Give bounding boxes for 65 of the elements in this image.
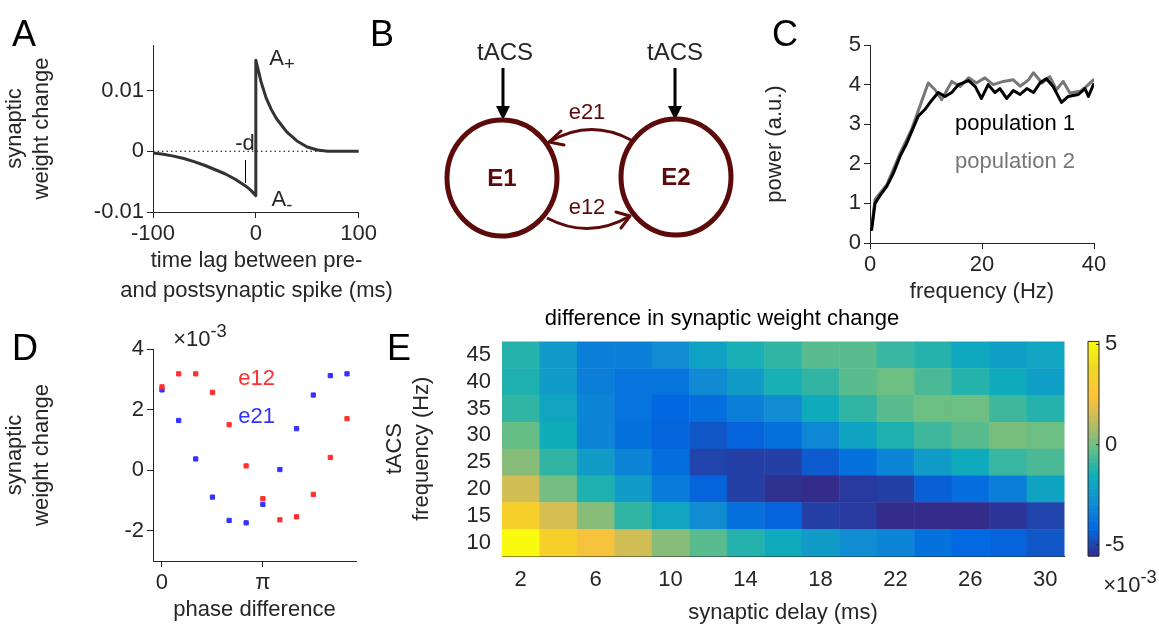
text: tACS xyxy=(476,38,534,65)
x-axis-title: frequency (Hz) xyxy=(908,277,1056,305)
y-axis-title: synaptic weight change xyxy=(1,57,53,201)
x-tick-label: 10 xyxy=(658,566,683,592)
x-tick-label: 2 xyxy=(514,566,527,592)
y-tick-label: 35 xyxy=(466,394,491,420)
text: E2 xyxy=(661,163,691,190)
x-tick-label: 40 xyxy=(1081,251,1107,277)
text: e21 xyxy=(568,99,606,124)
y-tick-label: 4 xyxy=(848,70,861,96)
x-axis-title: synaptic delay (ms) xyxy=(688,598,878,624)
y-tick-label: 4 xyxy=(131,335,144,361)
y-tick-label: 0 xyxy=(131,137,144,163)
annotation: A$_{-}$ xyxy=(271,185,293,216)
x-tick-label: π xyxy=(255,569,271,595)
x-tick-label: 0 xyxy=(155,569,169,595)
y-tick-label: 3 xyxy=(848,110,861,136)
y-tick-label: -2 xyxy=(124,516,144,542)
series-label: e21 xyxy=(238,402,275,428)
x-tick-label: 6 xyxy=(589,566,602,592)
y-tick-label: 40 xyxy=(466,367,491,393)
x-tick-label: 0 xyxy=(249,220,262,246)
x-tick-label: 26 xyxy=(958,566,983,592)
y-tick-label: 0.01 xyxy=(101,76,144,102)
series-label: e12 xyxy=(238,364,275,390)
text: E xyxy=(387,327,412,368)
y-tick-label: 20 xyxy=(466,475,491,500)
annotation: -d xyxy=(235,130,255,155)
x-tick-label: 20 xyxy=(969,251,995,277)
y-tick-label: 2 xyxy=(131,395,144,421)
x-tick-label: 18 xyxy=(808,566,833,592)
y-tick-label: 2 xyxy=(848,149,861,175)
text: A xyxy=(12,13,37,54)
text: e12 xyxy=(568,194,606,219)
text: population 2 xyxy=(955,148,1076,174)
annotation: ×10$^{-3}$ xyxy=(173,320,227,351)
y-axis-title: power (a.u.) xyxy=(761,85,787,203)
y-tick-label: 10 xyxy=(466,528,491,554)
y-axis-title: synaptic weight change xyxy=(1,384,53,527)
text: tACS xyxy=(646,38,704,65)
y-tick-label: 25 xyxy=(466,448,491,474)
y-tick-label: 30 xyxy=(466,421,491,447)
y-tick-label: 5 xyxy=(848,31,861,57)
y-axis-title: tACS frequency (Hz) xyxy=(381,376,433,521)
annotation: A$_{+}$ xyxy=(269,44,295,75)
x-tick-label: 100 xyxy=(340,220,378,246)
x-axis-title: time lag between pre- and postsynaptic spike (ms) xyxy=(119,246,394,304)
text: D xyxy=(12,327,38,368)
text: C xyxy=(772,13,798,54)
color-bar-label: 0 xyxy=(1105,430,1118,456)
color-bar-label: -5 xyxy=(1105,531,1125,557)
y-tick-label: 15 xyxy=(466,501,491,527)
color-bar-label: 5 xyxy=(1105,330,1118,356)
text: B xyxy=(370,13,395,54)
x-tick-label: 30 xyxy=(1033,566,1058,592)
text: E1 xyxy=(487,164,517,191)
text: ×10$^{-3}$ xyxy=(1103,566,1157,597)
x-axis-title: phase difference xyxy=(172,595,337,623)
x-tick-label: 22 xyxy=(883,566,908,592)
series-label: population 1 xyxy=(955,110,1076,136)
y-tick-label: 1 xyxy=(848,189,861,215)
y-tick-label: 0 xyxy=(131,456,144,482)
y-tick-label: 45 xyxy=(466,340,491,366)
x-tick-label: 14 xyxy=(733,566,758,592)
chart-title: difference in synaptic weight change xyxy=(544,305,900,331)
